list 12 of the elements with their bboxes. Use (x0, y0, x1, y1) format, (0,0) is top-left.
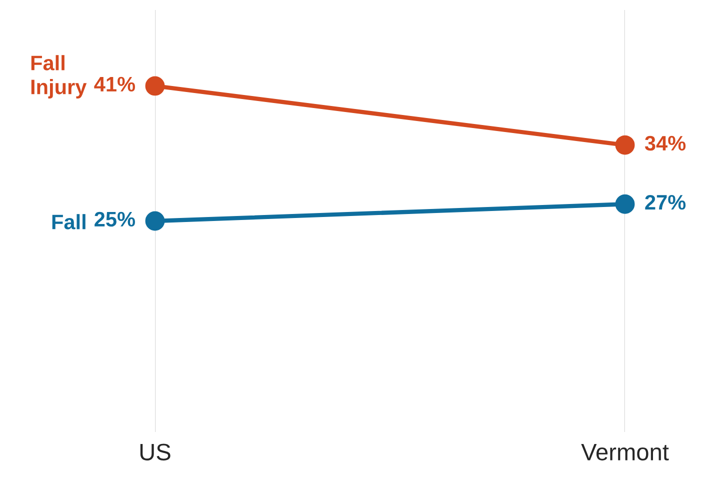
point (145, 76, 165, 96)
data-label: 34% (644, 136, 686, 151)
data-label: 41% (94, 76, 136, 92)
data-label: 25% (94, 212, 136, 227)
x-tick-label: Vermont (581, 444, 669, 460)
x-tick-label: US (140, 444, 170, 460)
point (615, 135, 635, 155)
text: Fall Injury (31, 55, 87, 98)
data-label: 27% (645, 194, 686, 210)
point (615, 194, 635, 214)
point (145, 211, 165, 231)
text: Fall (52, 214, 86, 230)
